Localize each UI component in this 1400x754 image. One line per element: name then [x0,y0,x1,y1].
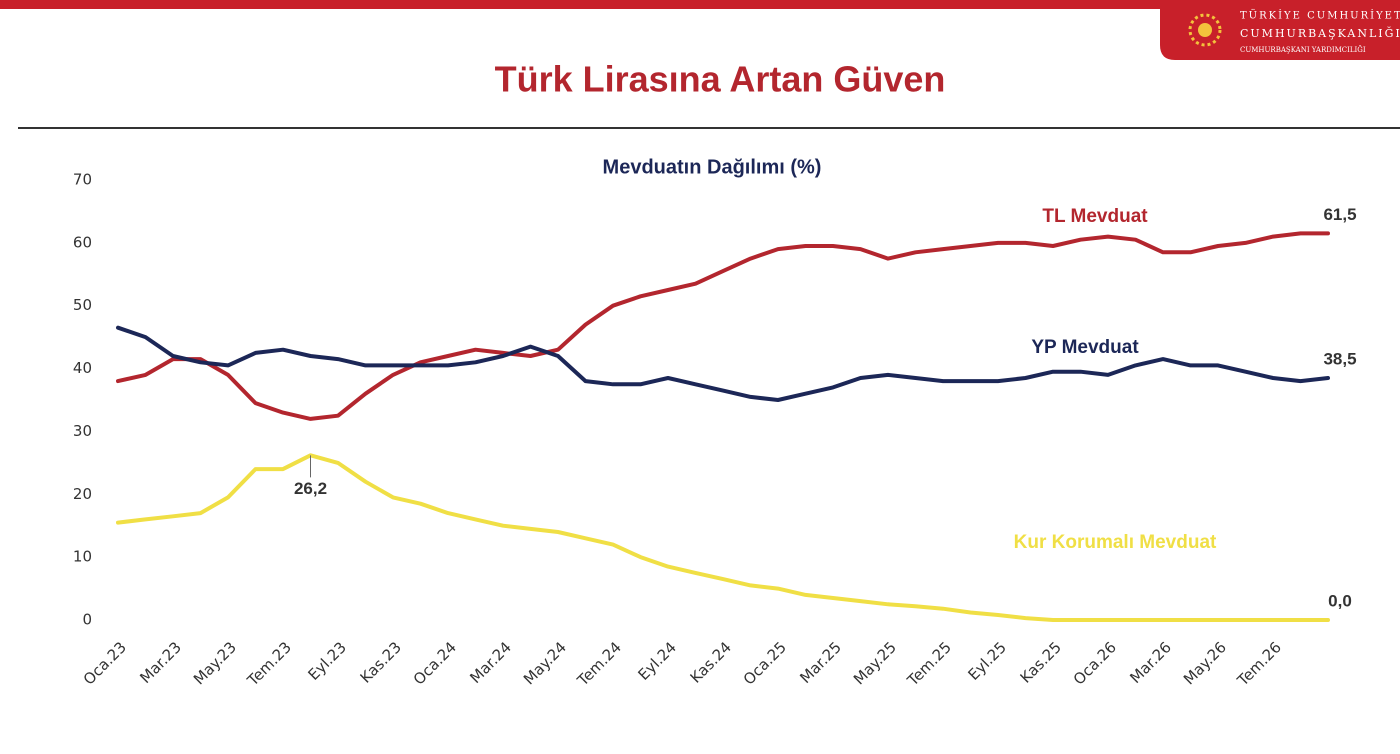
x-tick-label: Eyl.24 [634,638,680,684]
y-tick-label: 60 [73,233,92,251]
series-label: Kur Korumalı Mevduat [1014,532,1217,553]
value-label: 26,2 [294,479,327,498]
series-line [116,453,1330,622]
x-tick-label: Tem.24 [573,638,625,690]
x-tick-label: Mar.23 [136,638,185,687]
slide-title: Türk Lirasına Artan Güven [495,59,946,100]
y-tick-label: 40 [73,359,92,377]
org-line: CUMHURBAŞKANI YARDIMCILIĞI [1240,45,1366,54]
y-tick-label: 50 [73,296,92,314]
x-tick-label: Mar.26 [1126,638,1175,687]
value-label: 0,0 [1328,591,1352,610]
org-line: TÜRKİYE CUMHURİYETİ [1240,10,1400,22]
y-tick-label: 30 [73,422,92,440]
x-tick-label: Eyl.23 [304,638,350,684]
y-tick-label: 10 [73,548,92,566]
x-tick-label: May.25 [850,638,900,688]
x-tick-label: Kas.23 [357,638,405,686]
x-tick-label: May.24 [520,638,570,688]
x-tick-label: Oca.24 [410,638,460,688]
x-tick-label: Oca.25 [740,638,790,688]
value-label: 61,5 [1323,205,1356,224]
logo-panel [1160,0,1400,60]
y-tick-label: 20 [73,485,92,503]
logo-emblem [1188,13,1222,47]
x-tick-label: Oca.26 [1070,638,1120,688]
x-tick-label: Tem.23 [243,638,295,690]
chart-title: Mevduatın Dağılımı (%) [603,156,822,178]
top-bar [0,0,1400,9]
series-label: TL Mevduat [1042,206,1148,227]
x-tick-label: Mar.24 [466,638,515,687]
value-label: 38,5 [1323,349,1356,368]
org-line: CUMHURBAŞKANLIĞI [1240,26,1400,40]
x-tick-label: Oca.23 [80,638,130,688]
x-tick-label: May.26 [1180,638,1230,688]
x-tick-label: Tem.25 [903,638,955,690]
x-tick-label: Kas.24 [687,638,735,686]
y-tick-label: 70 [73,171,92,189]
x-tick-label: May.23 [190,638,240,688]
x-tick-label: Kas.25 [1017,638,1065,686]
y-tick-label: 0 [82,611,92,629]
x-tick-label: Mar.25 [796,638,845,687]
series-line [116,231,1330,421]
series-label: YP Mevduat [1031,337,1139,358]
x-tick-label: Eyl.25 [964,638,1010,684]
series-line [116,325,1330,402]
x-tick-label: Tem.26 [1233,638,1285,690]
logo-emblem-center [1198,23,1212,37]
